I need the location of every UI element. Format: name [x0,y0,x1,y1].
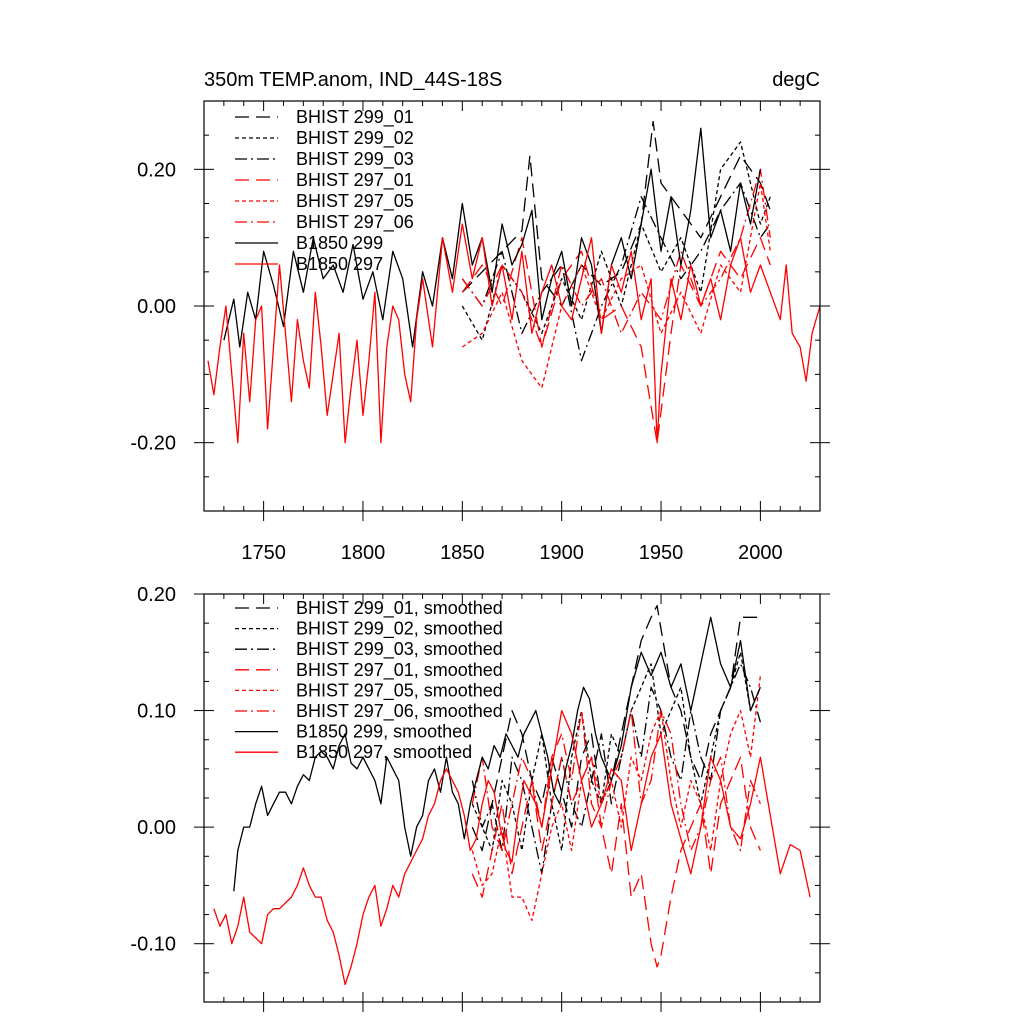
series-line-7 [223,127,762,348]
bottom-plot-frame [203,593,821,1003]
series-line-4 [471,756,761,968]
legend-label: BHIST 299_02 [296,128,414,149]
legend-label: BHIST 299_03, smoothed [296,639,503,660]
series-line-8 [213,709,811,986]
top-axes: 1750 1800 1850 1900 1950 2000 -0.20 0.00 0.20 [130,100,830,564]
legend-label: BHIST 297_01, smoothed [296,660,503,681]
series-line-4 [461,237,771,444]
top-plot-frame [203,100,821,512]
series-line-2 [461,141,771,341]
series-line-7 [233,616,761,892]
y-tick-label: -0.10 [130,934,176,956]
y-tick-label: 0.00 [137,296,176,318]
legend-label: B1850 299 [296,233,383,253]
top-panel: 350m TEMP.anom, IND_44S-18S degC 1750 180… [130,69,830,564]
series-line-8 [207,223,821,444]
x-tick-label: 1850 [440,542,485,564]
legend-label: BHIST 297_06 [296,212,414,233]
legend-label: BHIST 299_01 [296,107,414,128]
legend-label: BHIST 299_01, smoothed [296,598,503,619]
legend-label: BHIST 297_05, smoothed [296,680,503,701]
y-tick-label: 0.20 [137,159,176,181]
legend-label: BHIST 297_05 [296,191,414,212]
legend-label: B1850 297 [296,254,383,274]
series-line-1 [461,120,771,307]
top-series-group [207,120,821,444]
series-line-3 [461,182,771,362]
series-line-2 [471,651,761,852]
x-tick-label: 1900 [539,542,584,564]
legend-label: BHIST 299_03 [296,149,414,170]
legend-label: B1850 299, smoothed [296,722,472,742]
y-tick-label: 0.10 [137,701,176,723]
x-tick-label: 1750 [241,542,286,564]
bottom-series-group [213,605,811,986]
chart-units: degC [772,69,820,91]
legend-label: BHIST 297_01 [296,170,414,191]
legend-label: BHIST 299_02, smoothed [296,619,503,640]
x-tick-label: 2000 [738,542,783,564]
legend-label: B1850 297, smoothed [296,742,472,762]
bottom-panel: -0.10 0.00 0.10 0.20 BHIST 299_01, smoothed… [130,584,830,1012]
series-line-6 [471,709,761,852]
chart-title: 350m TEMP.anom, IND_44S-18S [204,69,502,91]
bottom-axes: -0.10 0.00 0.10 0.20 [130,584,830,1012]
series-line-5 [471,675,762,922]
x-tick-label: 1800 [341,542,386,564]
legend-label: BHIST 297_06, smoothed [296,701,503,722]
series-line-5 [461,182,771,389]
y-tick-label: 0.20 [137,584,176,606]
x-tick-label: 1950 [639,542,684,564]
series-line-6 [461,168,771,348]
y-tick-label: -0.20 [130,433,176,455]
y-tick-label: 0.00 [137,817,176,839]
series-line-1 [471,605,761,852]
